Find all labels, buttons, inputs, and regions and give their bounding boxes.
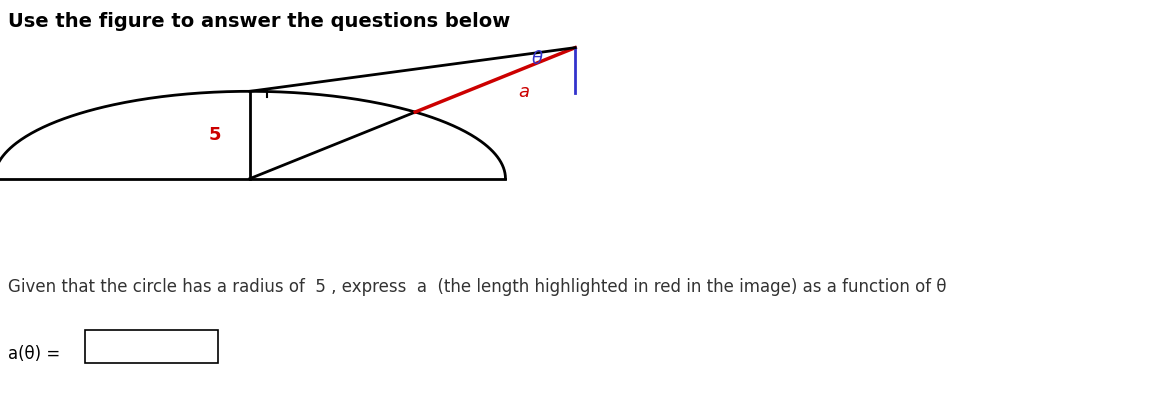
Text: θ: θ — [532, 50, 543, 67]
Text: a(θ) =: a(θ) = — [8, 345, 60, 363]
Text: Use the figure to answer the questions below: Use the figure to answer the questions b… — [8, 12, 510, 31]
Bar — [85, 330, 218, 363]
Text: a: a — [518, 83, 530, 101]
Text: Given that the circle has a radius of  5 , express  a  (the length highlighted i: Given that the circle has a radius of 5 … — [8, 278, 947, 296]
Text: 5: 5 — [208, 126, 221, 144]
